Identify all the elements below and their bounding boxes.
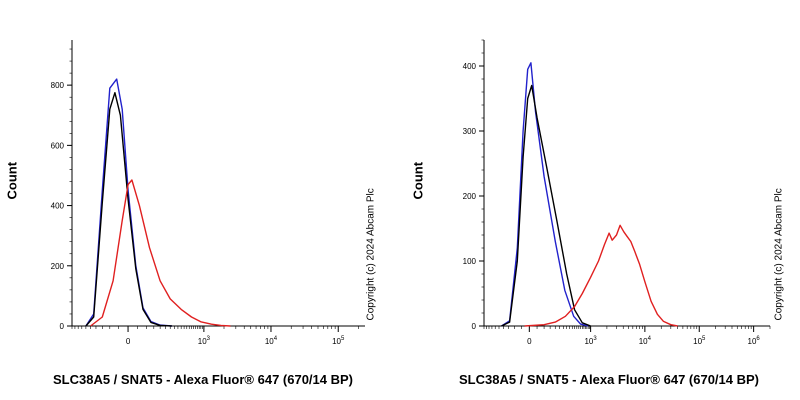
x-tick-label: 0 bbox=[126, 337, 131, 346]
x-tick-label: 104 bbox=[639, 336, 652, 346]
x-tick-label: 103 bbox=[198, 336, 211, 346]
y-tick-label: 0 bbox=[472, 322, 477, 331]
histogram-series-2 bbox=[85, 92, 172, 327]
x-axis-label: SLC38A5 / SNAT5 - Alexa Fluor® 647 (670/… bbox=[458, 372, 759, 387]
x-tick-label: 105 bbox=[693, 336, 706, 346]
histogram-series-3 bbox=[524, 224, 678, 327]
y-tick-label: 0 bbox=[60, 322, 65, 331]
y-tick-label: 400 bbox=[463, 62, 477, 71]
x-tick-label: 106 bbox=[748, 336, 761, 346]
y-tick-label: 200 bbox=[463, 192, 477, 201]
histogram-series-2 bbox=[501, 84, 591, 327]
y-tick-label: 800 bbox=[51, 81, 65, 90]
x-tick-label: 105 bbox=[332, 336, 345, 346]
x-tick-label: 0 bbox=[527, 337, 532, 346]
histogram-series-1 bbox=[85, 78, 172, 327]
copyright-notice: Copyright (c) 2024 Abcam Plc bbox=[365, 188, 377, 321]
y-tick-label: 200 bbox=[51, 262, 65, 271]
copyright-notice: Copyright (c) 2024 Abcam Plc bbox=[773, 188, 785, 321]
histogram-panel-right: 0 100 200 300 400 0 103 104 105 106 Count Copyrig… bbox=[400, 0, 800, 400]
histogram-series-3 bbox=[90, 179, 231, 327]
histogram-panel-left: 0 200 400 600 800 0 103 104 105 Count Copyright … bbox=[4, 40, 377, 387]
y-tick-label: 400 bbox=[51, 202, 65, 211]
histogram-left-plot: 0 200 400 600 800 0 103 104 105 bbox=[51, 40, 365, 346]
y-axis-label: Count bbox=[410, 161, 426, 200]
y-tick-label: 100 bbox=[463, 257, 477, 266]
x-axis-label: SLC38A5 / SNAT5 - Alexa Fluor® 647 (670/… bbox=[52, 372, 353, 387]
histogram-right-plot: 0 100 200 300 400 0 103 104 105 106 bbox=[463, 39, 771, 346]
y-tick-label: 300 bbox=[463, 127, 477, 136]
y-axis-label: Count bbox=[4, 161, 20, 200]
y-tick-label: 600 bbox=[51, 141, 65, 150]
x-tick-label: 104 bbox=[265, 336, 278, 346]
x-tick-label: 103 bbox=[584, 336, 597, 346]
